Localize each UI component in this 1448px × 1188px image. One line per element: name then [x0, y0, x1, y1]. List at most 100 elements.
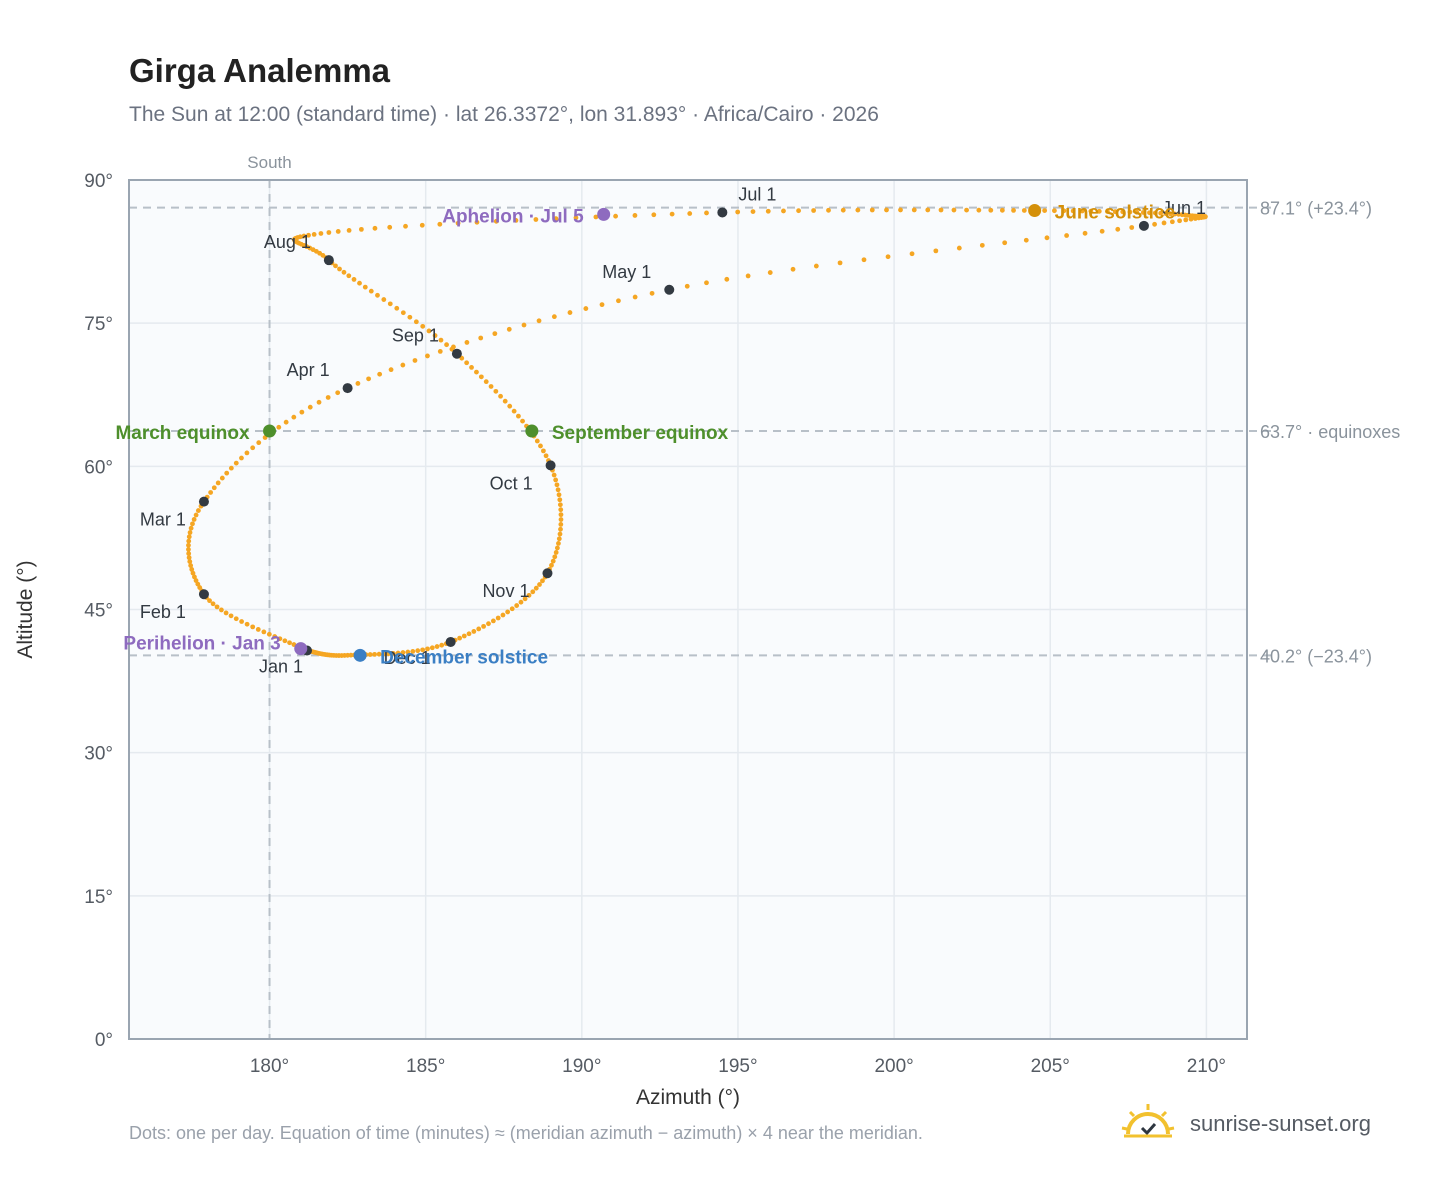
month-marker — [445, 636, 456, 647]
month-marker — [664, 284, 675, 295]
daily-dot — [376, 651, 382, 657]
daily-dot — [362, 284, 368, 290]
daily-dot — [256, 440, 262, 446]
y-axis-label: Altitude (°) — [14, 560, 37, 658]
x-tick-label: 210° — [1187, 1056, 1226, 1077]
daily-dot — [567, 310, 573, 315]
equinox-marker — [525, 424, 539, 438]
equinox-label: March equinox — [115, 423, 250, 444]
daily-dot — [306, 232, 311, 238]
daily-dot — [481, 623, 487, 629]
daily-dot — [474, 219, 480, 225]
daily-dot — [1169, 219, 1175, 225]
daily-dot — [386, 651, 391, 657]
month-marker — [542, 568, 553, 579]
daily-dot — [387, 224, 393, 230]
brand-logo[interactable]: sunrise-sunset.org — [1120, 1100, 1390, 1150]
daily-dot — [250, 624, 256, 630]
daily-dot — [573, 215, 579, 221]
month-marker-label: May 1 — [602, 262, 651, 282]
month-marker — [1138, 220, 1149, 231]
daily-dot — [488, 384, 494, 389]
daily-dot — [500, 612, 506, 618]
daily-dot — [449, 346, 455, 352]
daily-dot — [1002, 240, 1008, 246]
daily-dot — [556, 541, 561, 546]
daily-dot — [466, 631, 472, 637]
daily-dot — [557, 497, 563, 503]
daily-dot — [444, 342, 449, 348]
month-marker-label: Feb 1 — [140, 602, 186, 622]
daily-dot — [478, 335, 484, 341]
daily-dot — [704, 210, 709, 216]
daily-dot — [495, 615, 501, 621]
daily-dot — [400, 650, 406, 655]
daily-dot — [439, 642, 445, 648]
daily-dot — [533, 585, 539, 591]
daily-dot — [299, 409, 305, 415]
perihelion-marker — [294, 642, 308, 656]
month-marker-label: Jun 1 — [1162, 198, 1206, 218]
daily-dot — [553, 550, 559, 555]
daily-dot — [1061, 208, 1067, 214]
daily-dot — [534, 438, 540, 444]
daily-dot — [490, 618, 496, 624]
month-marker — [451, 348, 462, 359]
chart-title: Girga Analemma — [129, 52, 391, 89]
daily-dot — [1179, 212, 1185, 218]
daily-dot — [1096, 208, 1102, 214]
daily-dot — [193, 512, 199, 518]
daily-dot — [1011, 208, 1016, 213]
daily-dot — [613, 213, 618, 219]
daily-dot — [632, 294, 638, 300]
daily-dot — [400, 362, 406, 368]
daily-dot — [1105, 209, 1110, 214]
daily-dot — [1088, 208, 1094, 214]
daily-dot — [1115, 226, 1121, 232]
june_solstice-marker — [1028, 204, 1042, 218]
daily-dot — [1176, 211, 1181, 217]
daily-dot — [885, 254, 891, 260]
daily-dot — [426, 328, 432, 334]
daily-dot — [337, 266, 342, 272]
daily-dot — [366, 376, 371, 382]
daily-dot — [189, 566, 195, 572]
daily-dot — [704, 280, 709, 286]
sunrise-icon — [1121, 1104, 1175, 1138]
daily-dot — [1152, 210, 1158, 216]
daily-dot — [884, 207, 889, 213]
month-marker-label: Nov 1 — [482, 581, 529, 601]
daily-dot — [250, 445, 256, 451]
equinox-marker — [263, 424, 277, 438]
daily-dot — [272, 634, 278, 639]
daily-dot — [186, 542, 191, 548]
daily-dot — [826, 207, 831, 213]
y-tick-label: 15° — [84, 887, 113, 908]
daily-dot — [372, 225, 378, 231]
daily-dot — [311, 231, 317, 237]
daily-dot — [400, 310, 406, 316]
daily-dot — [557, 502, 563, 508]
daily-dot — [1112, 209, 1118, 215]
month-marker-label: Apr 1 — [287, 360, 330, 380]
x-tick-label: 185° — [406, 1056, 445, 1077]
daily-dot — [855, 207, 861, 213]
daily-dot — [520, 418, 525, 424]
daily-dot — [239, 455, 244, 461]
daily-dot — [538, 443, 543, 449]
daily-dot — [283, 419, 289, 425]
month-marker-label: Jan 1 — [259, 657, 303, 677]
month-marker — [198, 589, 209, 600]
daily-dot — [1163, 211, 1169, 216]
month-marker — [717, 207, 728, 218]
aphelion-label: Aphelion · Jul 5 — [442, 206, 584, 227]
daily-dot — [390, 651, 396, 656]
daily-dot — [558, 522, 564, 527]
daily-dot — [1152, 221, 1157, 227]
daily-dot — [938, 207, 944, 213]
daily-dot — [301, 233, 307, 239]
daily-dot — [244, 450, 250, 456]
reference-line-label: 63.7° · equinoxes — [1260, 422, 1400, 442]
y-tick-label: 45° — [84, 601, 113, 622]
